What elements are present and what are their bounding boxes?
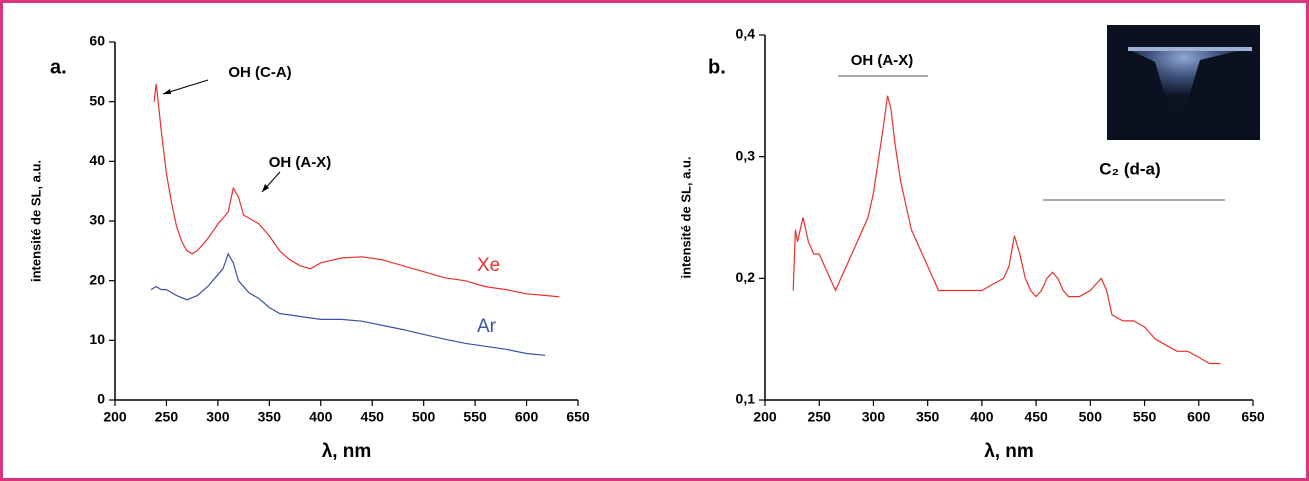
y-tick-label: 10 bbox=[89, 331, 105, 347]
x-tick-label: 250 bbox=[155, 409, 179, 425]
y-tick-label: 60 bbox=[89, 33, 105, 49]
y-tick-label: 20 bbox=[89, 271, 105, 287]
data-line bbox=[150, 252, 546, 356]
y-tick-label: 0 bbox=[97, 391, 105, 407]
x-tick-label: 350 bbox=[258, 409, 282, 425]
annotation: C₂ (d-a) bbox=[1099, 159, 1160, 178]
x-tick-label: 250 bbox=[808, 409, 832, 425]
x-tick-label: 550 bbox=[463, 409, 487, 425]
y-tick-label: 0,1 bbox=[736, 391, 756, 407]
x-tick-label: 400 bbox=[970, 409, 994, 425]
x-axis-title: λ, nm bbox=[984, 441, 1034, 462]
x-tick-label: 450 bbox=[361, 409, 385, 425]
y-tick-label: 50 bbox=[89, 92, 105, 108]
annotation: OH (A-X) bbox=[269, 154, 332, 171]
x-tick-label: 550 bbox=[1133, 409, 1157, 425]
x-tick-label: 200 bbox=[103, 409, 127, 425]
arrow-head bbox=[262, 184, 269, 192]
y-tick-label: 40 bbox=[89, 152, 105, 168]
x-tick-label: 650 bbox=[1241, 409, 1265, 425]
x-tick-label: 650 bbox=[566, 409, 590, 425]
y-tick-label: 0,2 bbox=[736, 269, 756, 285]
x-tick-label: 300 bbox=[206, 409, 230, 425]
y-tick-label: 30 bbox=[89, 212, 105, 228]
x-tick-label: 600 bbox=[515, 409, 539, 425]
y-axis-title: intensité de SL, a.u. bbox=[678, 156, 693, 278]
x-tick-label: 500 bbox=[1079, 409, 1103, 425]
data-line bbox=[792, 95, 1221, 365]
y-tick-label: 0,4 bbox=[736, 26, 756, 42]
panel-label: b. bbox=[708, 56, 726, 78]
x-tick-label: 600 bbox=[1187, 409, 1211, 425]
x-tick-label: 200 bbox=[753, 409, 777, 425]
x-tick-label: 350 bbox=[916, 409, 940, 425]
inset-photo bbox=[1107, 25, 1260, 140]
x-tick-label: 400 bbox=[309, 409, 333, 425]
x-axis-title: λ, nm bbox=[322, 441, 372, 462]
annotation: OH (C-A) bbox=[228, 64, 291, 81]
panel-label: a. bbox=[50, 56, 67, 78]
x-tick-label: 450 bbox=[1024, 409, 1048, 425]
x-tick-label: 300 bbox=[862, 409, 886, 425]
arrow-head bbox=[163, 89, 171, 94]
series-label: Xe bbox=[477, 255, 500, 276]
series-label: Ar bbox=[477, 316, 497, 337]
data-line bbox=[153, 83, 560, 298]
y-tick-label: 0,3 bbox=[736, 147, 756, 163]
x-tick-label: 500 bbox=[412, 409, 436, 425]
y-axis-title: intensité de SL, a.u. bbox=[28, 160, 43, 282]
annotation: OH (A-X) bbox=[851, 52, 914, 69]
